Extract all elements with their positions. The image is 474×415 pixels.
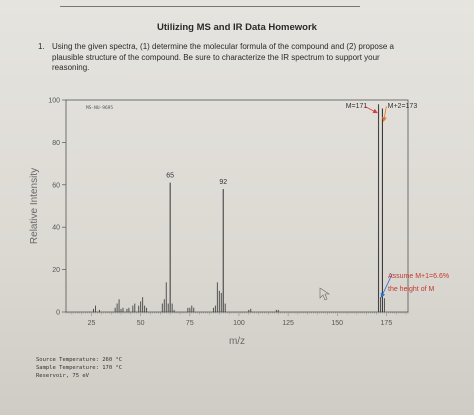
assumption-note-line: the height of M [388, 286, 434, 293]
x-tick-label: 100 [233, 320, 245, 327]
instrument-conditions: Source Temperature: 260 °C Sample Temper… [36, 356, 122, 380]
y-tick-label: 40 [52, 225, 60, 232]
question-line: Using the given spectra, (1) determine t… [52, 42, 394, 51]
annotation-layer: 65 92 M=171 M+2=173 [166, 103, 418, 298]
y-tick-label: 20 [52, 267, 60, 274]
arrow-to-m-peak [364, 106, 378, 114]
x-tick-label: 75 [186, 320, 194, 327]
assumption-note-line: Assume M+1=6.6% [388, 273, 449, 280]
cursor-icon [319, 287, 330, 301]
peak-series [93, 104, 385, 312]
question-text: Using the given spectra, (1) determine t… [52, 42, 442, 74]
y-axis: 0 20 40 60 80 100 [48, 98, 66, 317]
reservoir-energy: Reservoir, 75 eV [36, 373, 89, 379]
arrow-to-m2-peak [381, 106, 387, 122]
x-tick-label: 25 [88, 320, 96, 327]
name-line [60, 6, 360, 7]
question-line: reasoning. [52, 63, 90, 72]
y-tick-label: 100 [48, 98, 60, 105]
y-tick-label: 60 [52, 182, 60, 189]
x-axis: 25 50 75 100 125 150 175 [65, 312, 409, 327]
x-tick-label: 150 [331, 320, 343, 327]
peak-label: M=171 [346, 103, 368, 110]
spectrum-id: MS-NU-9695 [86, 105, 113, 111]
source-temperature: Source Temperature: 260 °C [36, 357, 123, 363]
y-tick-label: 80 [52, 140, 60, 147]
peak-label: 65 [166, 173, 174, 180]
question-number: 1. [38, 42, 45, 51]
y-tick-label: 0 [56, 310, 60, 317]
peak-label: 92 [219, 179, 227, 186]
x-axis-label: m/z [229, 336, 245, 347]
x-tick-label: 125 [282, 320, 294, 327]
x-tick-label: 50 [137, 320, 145, 327]
x-tick-label: 175 [381, 320, 393, 327]
y-axis-label: Relative Intensity [29, 168, 40, 244]
peak-label: M+2=173 [388, 103, 418, 110]
sample-temperature: Sample Temperature: 170 °C [36, 365, 123, 371]
question-line: plausible structure of the compound. Be … [52, 52, 380, 62]
plot-frame [65, 99, 409, 313]
arrow-to-m1-peak [380, 273, 393, 298]
page-title: Utilizing MS and IR Data Homework [157, 22, 317, 33]
